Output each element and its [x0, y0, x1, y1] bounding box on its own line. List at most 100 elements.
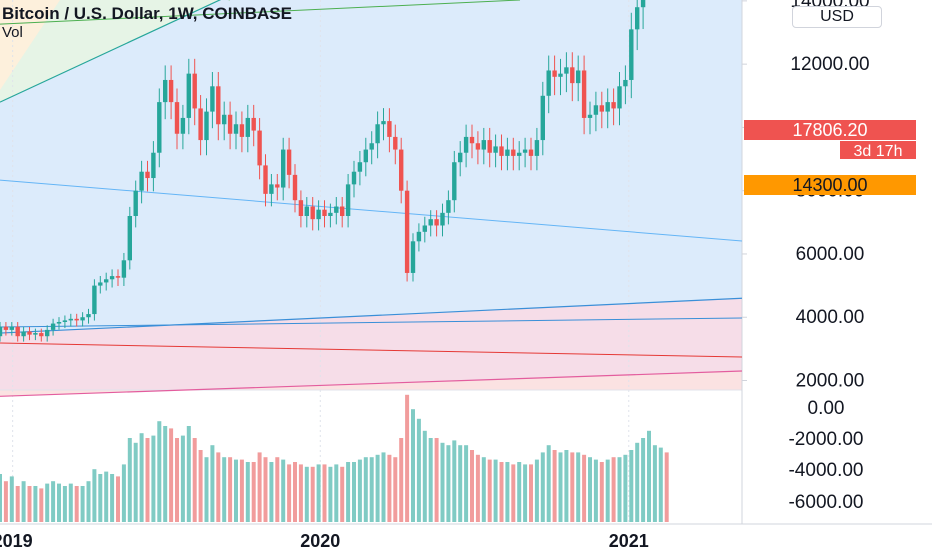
- candle: [227, 114, 233, 134]
- candle: [86, 314, 91, 318]
- channel-lines-layer: [0, 0, 743, 397]
- volume-bar: [293, 462, 297, 522]
- upper-zone: [0, 0, 742, 103]
- candle: [570, 67, 575, 84]
- candle: [640, 0, 646, 8]
- candle: [127, 216, 132, 261]
- volume-bar: [222, 457, 227, 522]
- candle: [357, 162, 363, 172]
- volume-bar: [257, 452, 262, 522]
- volume-bar: [62, 486, 67, 522]
- candle: [316, 209, 321, 220]
- price-tick-label: 6000.00: [796, 244, 865, 265]
- candle: [192, 73, 197, 109]
- volume-bar: [239, 459, 244, 522]
- currency-button[interactable]: USD: [792, 6, 882, 28]
- volume-bar: [80, 486, 85, 522]
- volume-bar: [104, 471, 109, 522]
- volume-bar: [15, 486, 20, 522]
- volume-bar: [475, 454, 480, 522]
- candle: [605, 102, 610, 112]
- candle: [446, 200, 451, 213]
- volume-bar: [151, 435, 156, 522]
- volume-bar: [27, 486, 32, 522]
- time-tick-label: 2020: [300, 531, 340, 550]
- candle: [558, 73, 563, 77]
- candle: [27, 331, 32, 335]
- volume-bar: [464, 445, 469, 522]
- candle: [0, 326, 3, 337]
- candle: [163, 79, 168, 103]
- volume-bar: [121, 464, 126, 522]
- volume-bar: [352, 462, 356, 522]
- candle: [121, 260, 127, 278]
- volume-bar: [98, 474, 103, 522]
- volume-bar: [322, 464, 327, 522]
- volume-bar: [45, 483, 50, 522]
- volume-bar: [505, 462, 510, 522]
- candle: [463, 136, 469, 153]
- volume-bar: [499, 462, 504, 522]
- candle: [3, 326, 9, 330]
- candle: [416, 231, 422, 242]
- volume-bar: [487, 459, 492, 522]
- volume-bars-layer: [0, 394, 669, 522]
- volume-bar: [357, 459, 362, 522]
- volume-bar: [540, 452, 545, 522]
- candle: [458, 152, 463, 163]
- volume-bar: [39, 488, 44, 522]
- candle: [375, 124, 380, 144]
- volume-bar: [21, 481, 26, 522]
- candle: [564, 67, 569, 74]
- volume-bar: [552, 450, 557, 522]
- candle: [80, 317, 85, 321]
- volume-bar: [570, 452, 575, 522]
- volume-bar: [582, 454, 587, 522]
- candle: [387, 121, 392, 137]
- volume-bar: [210, 445, 215, 522]
- volume-bar: [452, 440, 457, 522]
- volume-bar: [576, 452, 581, 522]
- candle: [62, 320, 68, 322]
- volume-bar: [51, 481, 56, 522]
- volume-bar: [269, 462, 274, 522]
- volume-bar: [428, 438, 433, 522]
- volume-bar: [9, 476, 14, 522]
- volume-bar: [629, 450, 634, 522]
- volume-bar: [387, 454, 392, 522]
- volume-bar: [251, 462, 256, 522]
- time-axis[interactable]: 2019 2020 2021: [0, 523, 932, 550]
- volume-bar: [588, 457, 592, 522]
- candle: [481, 140, 486, 150]
- time-tick-label: 2021: [609, 531, 649, 550]
- volume-bar: [3, 481, 8, 522]
- candle: [245, 117, 250, 137]
- volume-axis[interactable]: 0.00 -2000.00 -4000.00 -6000.00: [788, 398, 863, 513]
- channel-line: [0, 317, 743, 328]
- candle: [493, 146, 498, 153]
- candle: [469, 136, 475, 144]
- marked-level-label: 14300.00: [792, 175, 867, 195]
- candle: [68, 318, 73, 321]
- volume-bar: [405, 394, 410, 522]
- candle: [98, 282, 103, 286]
- candle: [623, 79, 628, 87]
- volume-bar: [68, 483, 73, 522]
- candle: [222, 114, 227, 125]
- volume-bar: [652, 445, 657, 522]
- volume-bar: [145, 438, 150, 522]
- price-tick-label: 2000.00: [796, 371, 865, 392]
- volume-bar: [346, 462, 351, 522]
- volume-label: Vol: [2, 24, 23, 41]
- candle: [74, 318, 79, 321]
- candle: [92, 285, 97, 315]
- volume-bar: [375, 454, 380, 522]
- countdown-label: 3d 17h: [854, 143, 903, 160]
- candle: [39, 333, 44, 337]
- volume-bar: [593, 459, 598, 522]
- candle: [629, 29, 634, 80]
- volume-bar: [316, 464, 321, 522]
- price-axis[interactable]: 26000.0024000.0022000.0020000.0018000.00…: [742, 0, 870, 392]
- volume-bar: [493, 459, 498, 522]
